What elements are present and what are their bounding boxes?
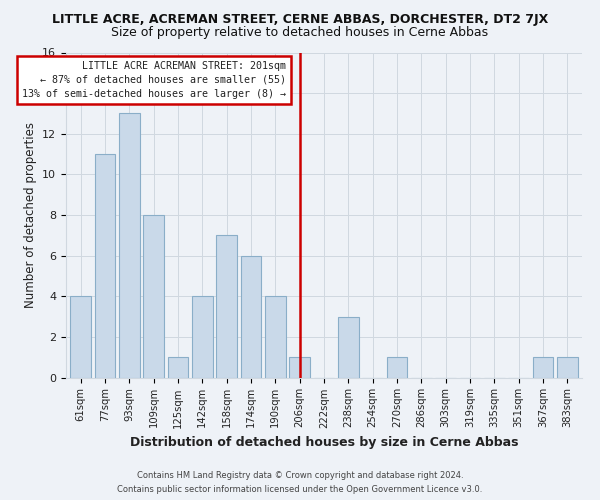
Bar [95, 154, 115, 378]
Bar [289, 357, 310, 378]
Bar [533, 357, 553, 378]
Bar [167, 357, 188, 378]
Bar [216, 236, 237, 378]
Bar [386, 357, 407, 378]
Text: LITTLE ACRE, ACREMAN STREET, CERNE ABBAS, DORCHESTER, DT2 7JX: LITTLE ACRE, ACREMAN STREET, CERNE ABBAS… [52, 12, 548, 26]
Text: LITTLE ACRE ACREMAN STREET: 201sqm
← 87% of detached houses are smaller (55)
13%: LITTLE ACRE ACREMAN STREET: 201sqm ← 87%… [22, 60, 286, 98]
Bar [241, 256, 262, 378]
Bar [338, 316, 359, 378]
Text: Contains HM Land Registry data © Crown copyright and database right 2024.
Contai: Contains HM Land Registry data © Crown c… [118, 472, 482, 494]
Bar [119, 114, 140, 378]
Text: Size of property relative to detached houses in Cerne Abbas: Size of property relative to detached ho… [112, 26, 488, 39]
Bar [70, 296, 91, 378]
Bar [143, 215, 164, 378]
Bar [192, 296, 212, 378]
Y-axis label: Number of detached properties: Number of detached properties [23, 122, 37, 308]
Bar [557, 357, 578, 378]
Bar [265, 296, 286, 378]
X-axis label: Distribution of detached houses by size in Cerne Abbas: Distribution of detached houses by size … [130, 436, 518, 449]
